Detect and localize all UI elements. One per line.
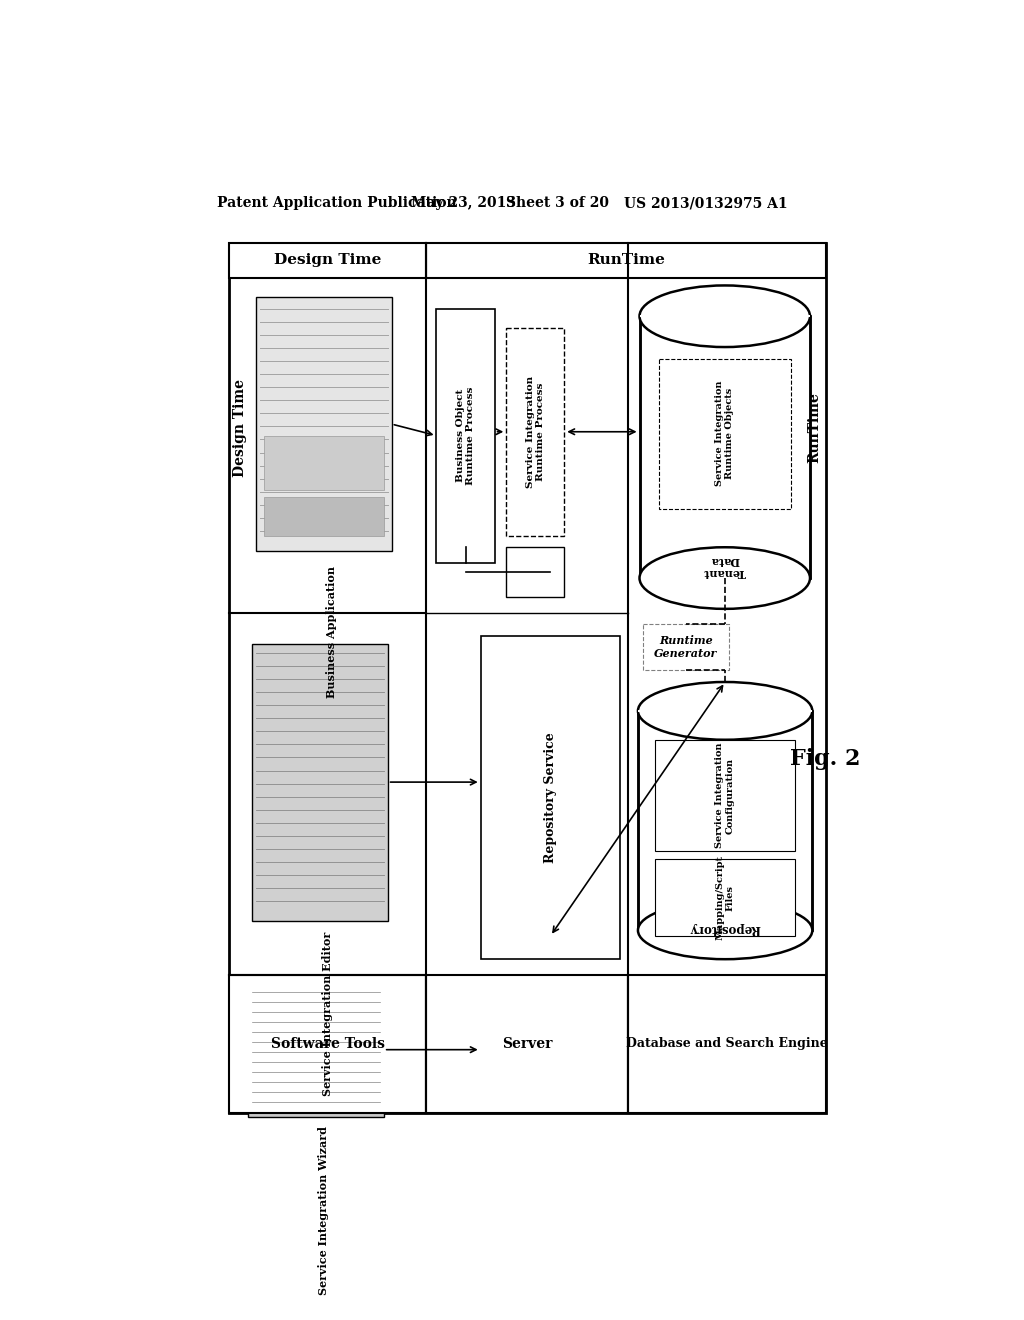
Text: Patent Application Publication: Patent Application Publication (217, 197, 457, 210)
Bar (263, 498, 384, 536)
Text: Service Integration
Runtime Objects: Service Integration Runtime Objects (715, 381, 734, 487)
Bar (638, 710, 812, 711)
Bar (480, 636, 621, 960)
Bar (506, 548, 564, 597)
Bar (638, 711, 812, 931)
Ellipse shape (640, 548, 810, 609)
Ellipse shape (640, 285, 810, 347)
Bar (248, 982, 384, 1117)
Text: RunTime: RunTime (808, 392, 821, 463)
Bar (628, 974, 825, 1113)
Bar (640, 315, 810, 317)
Bar (655, 739, 795, 851)
Text: Repository: Repository (689, 921, 761, 935)
Text: Business Application: Business Application (326, 566, 337, 698)
Bar (436, 309, 495, 562)
Bar (228, 243, 426, 277)
Bar (426, 243, 825, 277)
Text: Mapping/Script
Files: Mapping/Script Files (715, 855, 734, 940)
Text: Database and Search Engine: Database and Search Engine (626, 1038, 827, 1051)
Bar (252, 644, 388, 921)
Text: Design Time: Design Time (232, 379, 247, 477)
Text: Sheet 3 of 20: Sheet 3 of 20 (506, 197, 609, 210)
Text: Design Time: Design Time (273, 253, 381, 268)
Text: Service Integration Editor: Service Integration Editor (323, 932, 333, 1097)
Bar (263, 436, 384, 490)
Text: US 2013/0132975 A1: US 2013/0132975 A1 (624, 197, 787, 210)
Ellipse shape (638, 902, 812, 960)
Text: Service Integration Wizard: Service Integration Wizard (318, 1126, 329, 1295)
Text: Service Integration
Configuration: Service Integration Configuration (715, 743, 734, 849)
Bar (640, 317, 810, 578)
Bar (426, 974, 628, 1113)
Text: May 23, 2013: May 23, 2013 (411, 197, 516, 210)
Text: Fig. 2: Fig. 2 (791, 748, 861, 770)
Bar (658, 359, 791, 508)
Bar (256, 297, 391, 552)
Bar (228, 974, 426, 1113)
Bar (228, 243, 825, 1113)
Text: Tenant
Data: Tenant Data (703, 554, 746, 578)
Bar (643, 624, 729, 671)
Text: Server: Server (502, 1038, 552, 1051)
Bar (506, 327, 564, 536)
Text: Business Object
Runtime Process: Business Object Runtime Process (456, 387, 475, 484)
Text: RunTime: RunTime (587, 253, 665, 268)
Text: Runtime
Generator: Runtime Generator (654, 635, 718, 659)
Text: Software Tools: Software Tools (270, 1038, 385, 1051)
Text: Repository Service: Repository Service (544, 733, 557, 863)
Text: Service Integration
Runtime Process: Service Integration Runtime Process (525, 376, 545, 488)
Bar (655, 859, 795, 936)
Ellipse shape (638, 682, 812, 739)
